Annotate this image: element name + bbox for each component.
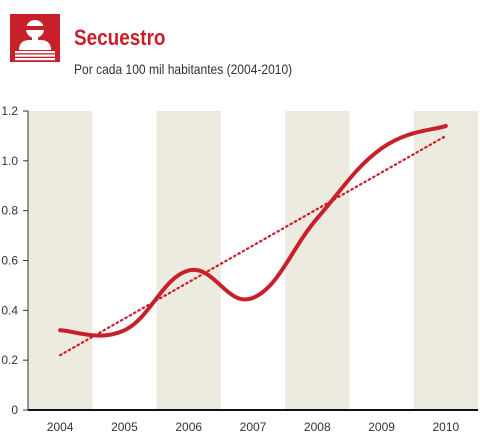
x-tick-label: 2007 (240, 420, 267, 434)
axes (23, 110, 478, 411)
x-tick-label: 2010 (433, 420, 460, 434)
series-line (58, 123, 448, 338)
series (58, 123, 448, 357)
x-tick-label: 2004 (47, 420, 74, 434)
chart-title: Secuestro (74, 25, 166, 50)
hostage-person-icon (10, 14, 60, 62)
background-band (28, 111, 93, 410)
background-band (413, 111, 478, 410)
x-tick-label: 2008 (304, 420, 331, 434)
x-tick-label: 2006 (175, 420, 202, 434)
y-tick-label: 0.4 (1, 303, 18, 317)
x-tick-label: 2009 (368, 420, 395, 434)
background-band (285, 111, 350, 410)
y-tick-label: 0.6 (1, 254, 18, 268)
background-band (156, 111, 221, 410)
background-bands (28, 111, 478, 410)
trend-line (59, 134, 447, 357)
y-tick-label: 1.2 (1, 104, 18, 118)
chart-subtitle: Por cada 100 mil habitantes (2004-2010) (74, 61, 293, 77)
tick-labels: 0 0.2 0.4 0.6 0.8 1.0 1.2 2004 2005 2006 2007 2008 2… (1, 104, 459, 434)
x-tick-label: 2005 (111, 420, 138, 434)
y-tick-label: 1.0 (1, 154, 18, 168)
y-tick-label: 0 (11, 403, 18, 417)
y-tick-label: 0.8 (1, 204, 18, 218)
y-tick-label: 0.2 (1, 353, 18, 367)
